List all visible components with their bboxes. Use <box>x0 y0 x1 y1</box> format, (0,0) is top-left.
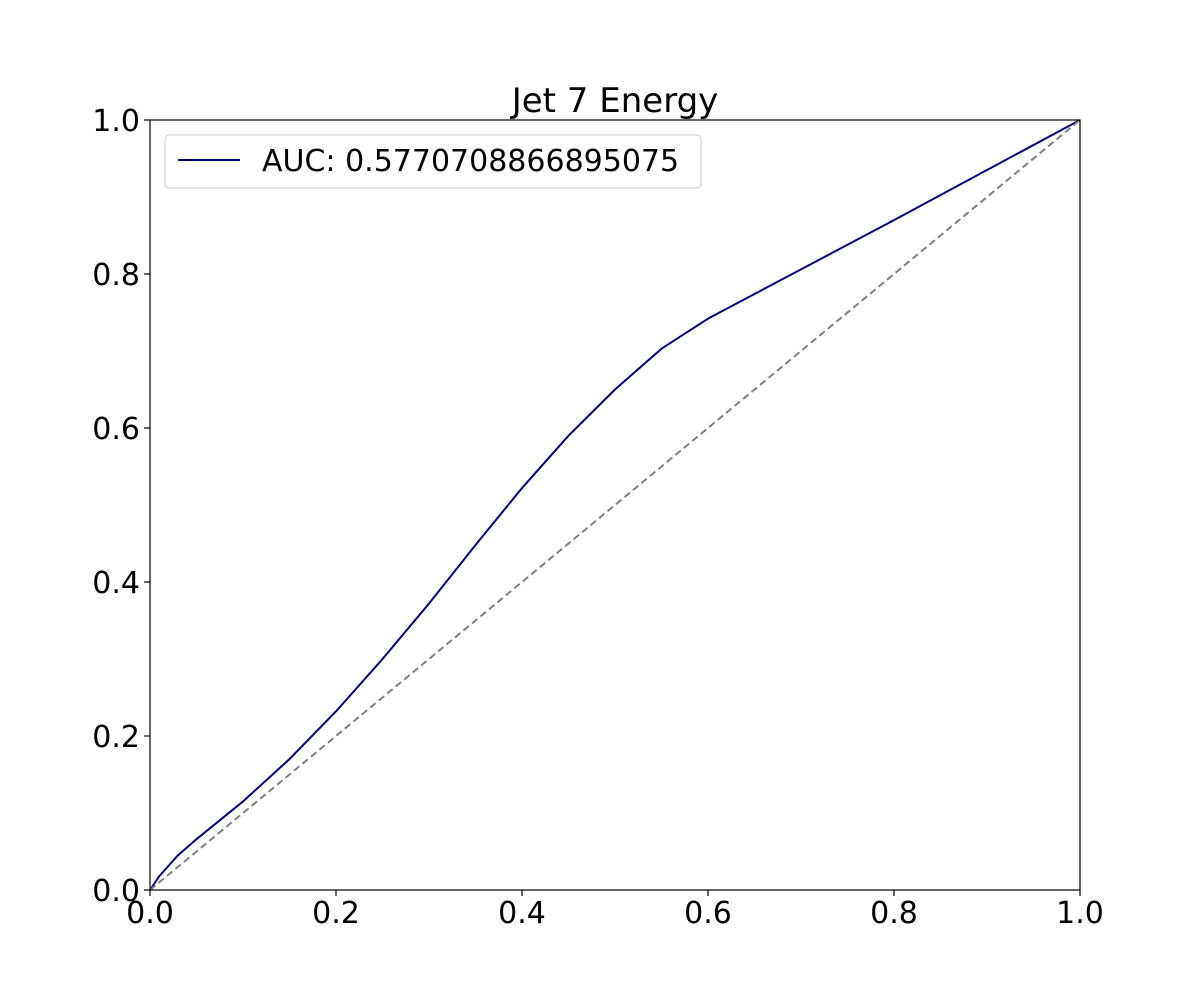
x-tick-label: 0.6 <box>684 896 732 931</box>
plot-frame <box>149 119 1081 891</box>
x-tick-label: 1.0 <box>1056 896 1104 931</box>
y-tick-label: 0.6 <box>92 412 140 447</box>
y-tick-label: 0.8 <box>92 258 140 293</box>
y-tick-label: 0.2 <box>92 720 140 755</box>
y-tick-label: 1.0 <box>92 104 140 139</box>
x-tick-label: 0.0 <box>126 896 174 931</box>
chart-title: Jet 7 Energy <box>510 81 719 121</box>
x-tick-label: 0.2 <box>312 896 360 931</box>
roc-curve-line <box>149 119 1081 891</box>
legend: AUC: 0.5770708866895075 <box>164 134 702 189</box>
legend-box <box>164 134 702 189</box>
x-tick-label: 0.8 <box>870 896 918 931</box>
x-axis: 0.0 0.2 0.4 0.6 0.8 1.0 <box>126 890 1104 931</box>
y-tick-label: 0.0 <box>92 874 140 909</box>
legend-label: AUC: 0.5770708866895075 <box>262 144 679 179</box>
y-tick-label: 0.4 <box>92 566 140 601</box>
y-axis: 0.0 0.2 0.4 0.6 0.8 1.0 <box>92 104 150 909</box>
chance-diagonal-line <box>149 119 1081 891</box>
x-tick-label: 0.4 <box>498 896 546 931</box>
series-layer <box>149 119 1081 891</box>
